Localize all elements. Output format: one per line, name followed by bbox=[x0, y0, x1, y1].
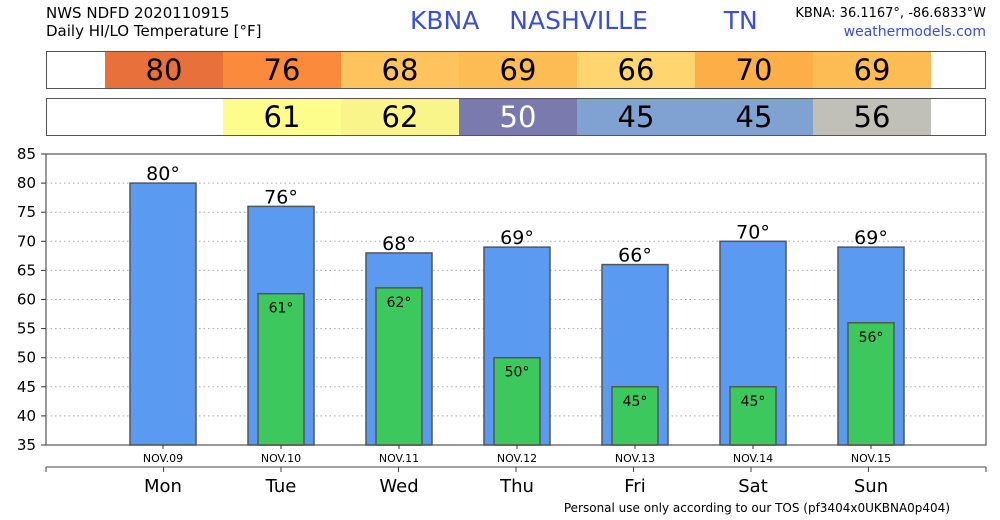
day-label: Fri bbox=[624, 476, 645, 497]
lo_strip-cell bbox=[105, 99, 223, 135]
date-label: NOV.12 bbox=[497, 452, 537, 465]
lo_strip-cell: 61 bbox=[223, 99, 341, 135]
header-right: KBNA: 36.1167°, -86.6833°W weathermodels… bbox=[795, 4, 986, 42]
high-label: 69° bbox=[500, 227, 534, 249]
day-label: Wed bbox=[379, 476, 418, 497]
lo_strip-cell: 56 bbox=[813, 99, 931, 135]
y-tick-label: 35 bbox=[17, 436, 36, 454]
hi_strip-cell: 68 bbox=[341, 52, 459, 88]
low-bar bbox=[375, 287, 423, 446]
high-label: 68° bbox=[382, 233, 416, 255]
city-name: NASHVILLE bbox=[509, 6, 648, 35]
day-label: Tue bbox=[265, 476, 297, 497]
low-label: 50° bbox=[505, 365, 530, 381]
hi_strip-cell: 66 bbox=[577, 52, 695, 88]
model-run-label: NWS NDFD 2020110915 bbox=[46, 4, 230, 22]
date-label: NOV.11 bbox=[379, 452, 419, 465]
hi_strip-cell: 70 bbox=[695, 52, 813, 88]
site-link[interactable]: weathermodels.com bbox=[843, 24, 986, 40]
state-code: TN bbox=[723, 6, 758, 35]
y-tick-label: 80 bbox=[17, 174, 36, 192]
high-label: 69° bbox=[854, 227, 888, 249]
high-label: 80° bbox=[146, 163, 180, 185]
day-label: Mon bbox=[144, 476, 182, 497]
date-label: NOV.09 bbox=[143, 452, 183, 465]
lo_strip-cell: 45 bbox=[577, 99, 695, 135]
y-tick-label: 40 bbox=[17, 407, 36, 425]
hi_strip-cell: 69 bbox=[459, 52, 577, 88]
low-bar bbox=[847, 322, 895, 446]
day-label: Sun bbox=[854, 476, 888, 497]
hi_strip-cell: 69 bbox=[813, 52, 931, 88]
low-bar bbox=[611, 386, 659, 446]
low-bar bbox=[493, 356, 541, 446]
y-tick-label: 70 bbox=[17, 232, 36, 250]
date-label: NOV.15 bbox=[851, 452, 891, 465]
station-code: KBNA bbox=[410, 6, 480, 35]
hi_strip-cell: 76 bbox=[223, 52, 341, 88]
coords-label: KBNA: 36.1167°, -86.6833°W bbox=[795, 6, 986, 21]
lo_strip-cell: 45 bbox=[695, 99, 813, 135]
low-bar bbox=[257, 292, 305, 446]
y-tick-label: 65 bbox=[17, 261, 36, 279]
high-bar bbox=[129, 182, 197, 446]
y-tick-label: 45 bbox=[17, 378, 36, 396]
lo_strip-cell: 62 bbox=[341, 99, 459, 135]
product-label: Daily HI/LO Temperature [°F] bbox=[46, 22, 262, 40]
low-label: 45° bbox=[623, 394, 648, 410]
low-bar bbox=[729, 386, 777, 446]
y-tick-label: 75 bbox=[17, 203, 36, 221]
low-label: 62° bbox=[387, 295, 412, 311]
high-label: 66° bbox=[618, 245, 652, 267]
y-tick-label: 55 bbox=[17, 320, 36, 338]
low-label: 56° bbox=[859, 330, 884, 346]
lo_strip-cell: 50 bbox=[459, 99, 577, 135]
low-temp-strip: 61 62 50 45 45 56 bbox=[46, 98, 986, 136]
header-info: NWS NDFD 2020110915 Daily HI/LO Temperat… bbox=[46, 4, 262, 40]
low-label: 45° bbox=[741, 394, 766, 410]
date-label: NOV.13 bbox=[615, 452, 655, 465]
day-label: Sat bbox=[738, 476, 768, 497]
footer-note: Personal use only according to our TOS (… bbox=[563, 501, 950, 515]
y-tick-label: 50 bbox=[17, 349, 36, 367]
high-label: 76° bbox=[264, 186, 298, 208]
y-tick-label: 60 bbox=[17, 291, 36, 309]
day-label: Thu bbox=[499, 476, 534, 497]
station-title: KBNA NASHVILLE TN bbox=[410, 6, 758, 35]
high-label: 70° bbox=[736, 221, 770, 243]
date-label: NOV.10 bbox=[261, 452, 301, 465]
low-label: 61° bbox=[269, 301, 294, 317]
y-tick-label: 85 bbox=[17, 145, 36, 163]
high-temp-strip: 80 76 68 69 66 70 69 bbox=[46, 51, 986, 89]
hi_strip-cell: 80 bbox=[105, 52, 223, 88]
date-label: NOV.14 bbox=[733, 452, 773, 465]
